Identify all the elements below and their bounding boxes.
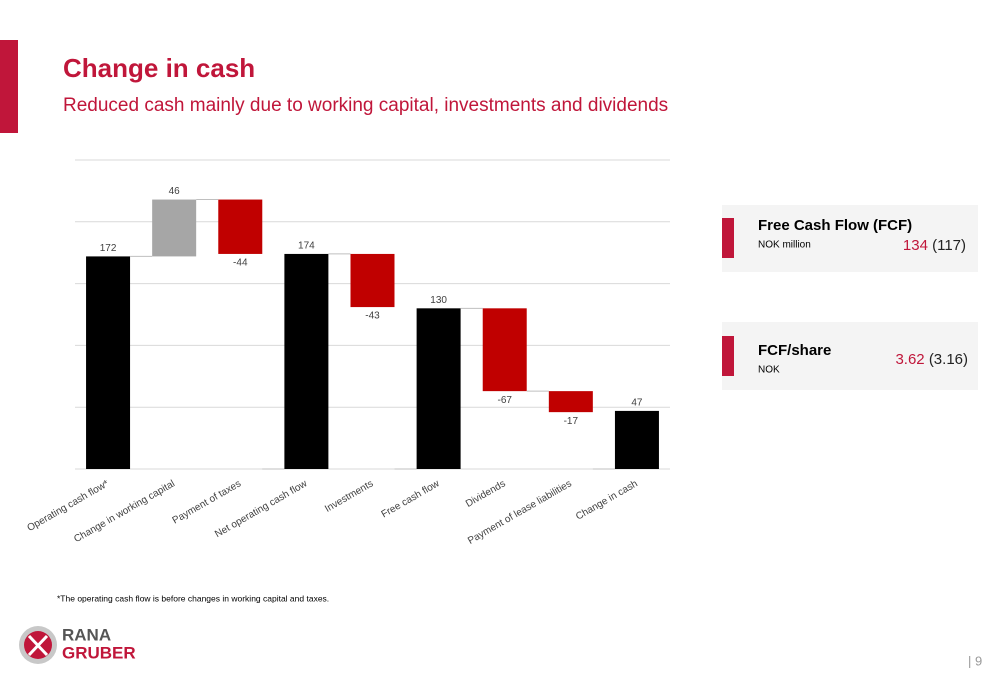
data-label: -44 xyxy=(233,258,248,269)
logo-hammers xyxy=(27,634,49,657)
data-label: 46 xyxy=(169,186,181,197)
kpi-card: FCF/share NOK 3.62 (3.16) xyxy=(722,322,978,390)
kpi-card: Free Cash Flow (FCF) NOK million 134 (11… xyxy=(722,205,978,272)
kpi-unit: NOK xyxy=(758,365,780,376)
kpi-previous: (3.16) xyxy=(929,351,968,368)
bar xyxy=(284,253,329,469)
kpi-previous: (117) xyxy=(932,237,966,254)
bar xyxy=(482,308,527,392)
kpi-marker xyxy=(722,336,734,376)
kpi-background xyxy=(722,322,978,390)
accent-bar xyxy=(0,40,18,133)
footnote: *The operating cash flow is before chang… xyxy=(57,593,329,603)
data-label: -17 xyxy=(564,416,579,427)
slide-title: Change in cash xyxy=(63,53,255,83)
kpi-value: 3.62 (3.16) xyxy=(895,351,968,368)
bar xyxy=(86,256,131,469)
slide-subtitle: Reduced cash mainly due to working capit… xyxy=(63,95,668,116)
data-label: -43 xyxy=(365,311,380,322)
bar xyxy=(350,253,395,308)
data-label: 47 xyxy=(631,398,643,409)
kpi-title: FCF/share xyxy=(758,342,831,359)
kpi-marker xyxy=(722,218,734,258)
kpi-unit: NOK million xyxy=(758,240,811,251)
kpi-background xyxy=(722,205,978,272)
bar xyxy=(614,410,659,469)
data-label: 174 xyxy=(298,241,315,252)
page-number: | 9 xyxy=(968,653,982,668)
logo-text: GRUBER xyxy=(62,643,136,662)
bar xyxy=(548,391,593,413)
kpi-current: 134 xyxy=(903,237,928,254)
logo-text: RANA xyxy=(62,625,111,644)
kpi-current: 3.62 xyxy=(895,351,924,368)
bar xyxy=(152,199,197,257)
data-label: -67 xyxy=(497,395,512,406)
bar xyxy=(218,199,263,254)
data-label: 130 xyxy=(430,295,447,306)
kpi-value: 134 (117) xyxy=(903,237,966,254)
kpi-title: Free Cash Flow (FCF) xyxy=(758,217,912,234)
data-label: 172 xyxy=(100,243,117,254)
bar xyxy=(416,308,461,469)
logo: RANA GRUBER xyxy=(19,625,136,664)
